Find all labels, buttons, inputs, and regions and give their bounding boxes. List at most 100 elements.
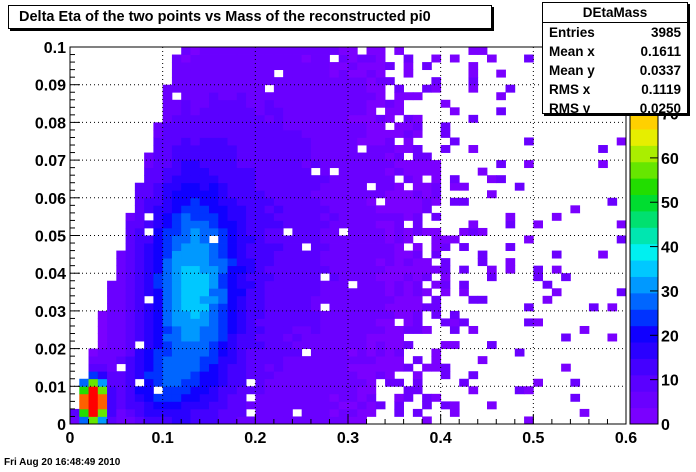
heatmap-cell xyxy=(190,77,201,86)
heatmap-cell xyxy=(246,303,256,312)
heatmap-cell xyxy=(134,401,145,410)
heatmap-cell xyxy=(496,92,506,101)
heatmap-cell xyxy=(236,107,247,116)
heatmap-cell xyxy=(348,62,358,71)
palette-swatch xyxy=(630,292,658,310)
heatmap-cell xyxy=(255,318,265,327)
heatmap-cell xyxy=(153,212,164,221)
heatmap-cell xyxy=(227,288,238,297)
heatmap-cell xyxy=(385,160,395,169)
heatmap-cell xyxy=(171,288,182,297)
heatmap-cell xyxy=(283,310,293,319)
heatmap-cell xyxy=(394,212,404,221)
heatmap-cell xyxy=(310,341,321,349)
heatmap-cell xyxy=(477,227,488,236)
heatmap-cell xyxy=(162,167,173,176)
heatmap-cell xyxy=(273,408,284,417)
heatmap-cell xyxy=(181,227,191,236)
heatmap-cell xyxy=(144,250,154,259)
heatmap-cell xyxy=(125,280,136,289)
heatmap-cell xyxy=(227,325,238,334)
heatmap-cell xyxy=(134,408,145,417)
heatmap-cell xyxy=(107,393,117,402)
heatmap-cell xyxy=(292,152,303,161)
heatmap-cell xyxy=(125,318,136,327)
heatmap-cell xyxy=(468,295,479,304)
heatmap-cell xyxy=(412,212,423,221)
heatmap-cell xyxy=(227,137,238,146)
heatmap-cell xyxy=(440,99,451,108)
heatmap-cell xyxy=(412,227,423,236)
heatmap-cell xyxy=(227,408,238,417)
heatmap-cell xyxy=(348,356,358,365)
heatmap-cell xyxy=(301,265,312,274)
heatmap-cell xyxy=(153,227,164,236)
heatmap-cell xyxy=(357,152,367,161)
heatmap-cell xyxy=(144,386,154,395)
heatmap-cell xyxy=(283,348,293,357)
heatmap-cell xyxy=(162,280,173,289)
heatmap-cell xyxy=(255,107,265,116)
heatmap-cell xyxy=(477,250,488,259)
heatmap-cell xyxy=(171,107,182,116)
heatmap-cell xyxy=(171,310,182,319)
heatmap-cell xyxy=(431,356,442,365)
heatmap-cell xyxy=(338,408,349,417)
heatmap-cell xyxy=(218,371,228,380)
heatmap-cell xyxy=(283,265,293,274)
heatmap-cell xyxy=(153,310,164,319)
heatmap-cell xyxy=(403,129,414,138)
heatmap-cell xyxy=(116,333,126,342)
heatmap-cell xyxy=(171,295,182,304)
heatmap-cell xyxy=(422,288,432,297)
heatmap-cell xyxy=(357,258,367,267)
heatmap-cell xyxy=(385,378,395,387)
heatmap-cell xyxy=(246,220,256,229)
heatmap-cell xyxy=(385,273,395,282)
heatmap-cell xyxy=(357,197,367,206)
heatmap-cell xyxy=(190,129,201,138)
heatmap-cell xyxy=(292,160,303,169)
heatmap-cell xyxy=(449,325,460,334)
heatmap-cell xyxy=(329,356,340,365)
heatmap-cell xyxy=(320,137,330,146)
palette-swatch xyxy=(630,128,658,146)
heatmap-cell xyxy=(153,273,164,282)
heatmap-cell xyxy=(218,167,228,176)
heatmap-cell xyxy=(88,386,99,395)
heatmap-cell xyxy=(394,190,404,199)
heatmap-cell xyxy=(153,280,164,289)
heatmap-cell xyxy=(255,92,265,101)
heatmap-cell xyxy=(125,363,136,372)
heatmap-cell xyxy=(209,258,219,267)
heatmap-cell xyxy=(412,258,423,267)
heatmap-cell xyxy=(162,378,173,387)
heatmap-cell xyxy=(190,54,201,63)
heatmap-cell xyxy=(403,175,414,184)
heatmap-cell xyxy=(292,167,303,176)
heatmap-cell xyxy=(320,122,330,131)
y-tick-label: 0.08 xyxy=(35,115,66,132)
heatmap-cell xyxy=(366,212,377,221)
stats-label: Mean y xyxy=(549,63,595,78)
heatmap-cell xyxy=(255,341,265,349)
heatmap-cell xyxy=(236,378,247,387)
heatmap-cell xyxy=(246,190,256,199)
heatmap-cell xyxy=(301,92,312,101)
heatmap-cell xyxy=(329,77,340,86)
heatmap-cell xyxy=(366,47,377,55)
heatmap-cell xyxy=(181,235,191,244)
heatmap-cell xyxy=(255,205,265,214)
heatmap-cell xyxy=(375,288,386,297)
heatmap-cell xyxy=(209,212,219,221)
heatmap-cell xyxy=(181,363,191,372)
heatmap-cell xyxy=(357,182,367,191)
heatmap-cell xyxy=(199,107,210,116)
heatmap-cell xyxy=(264,371,275,380)
stats-value: 3985 xyxy=(650,25,681,40)
heatmap-cell xyxy=(366,69,377,78)
heatmap-cell xyxy=(366,295,377,304)
heatmap-cell xyxy=(144,273,154,282)
heatmap-cell xyxy=(292,114,303,123)
heatmap-cell xyxy=(283,333,293,342)
